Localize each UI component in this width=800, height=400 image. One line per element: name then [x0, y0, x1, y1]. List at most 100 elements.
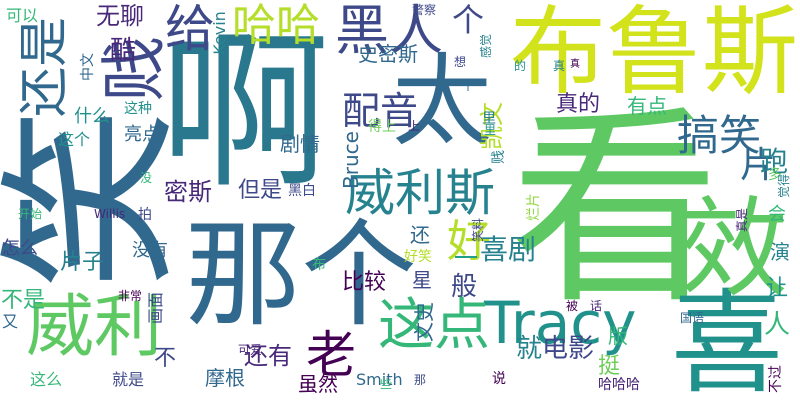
word-zhen-small: 真	[553, 59, 566, 73]
word-mogen: 摩根	[205, 366, 245, 390]
word-hahaha: 哈哈哈	[598, 377, 640, 393]
word-dianying: 电影	[542, 334, 595, 364]
word-tracy: Tracy	[484, 289, 637, 357]
word-guoyu: 国语	[680, 311, 705, 325]
word-gei: 给	[165, 0, 215, 58]
word-you: 又	[2, 312, 19, 331]
word-hui: 会	[768, 204, 786, 225]
word-bulusi: 布鲁斯	[510, 0, 798, 108]
word-mei: 没	[140, 171, 153, 185]
word-nage: 那个	[185, 208, 417, 343]
word-kevin: Kevin	[209, 11, 229, 55]
word-pai: 拍	[138, 207, 152, 223]
word-xie: 些	[380, 377, 393, 391]
word-jingcha: 警察	[412, 3, 437, 17]
word-keyi: 可以	[6, 6, 39, 25]
word-zhedian: 这点	[378, 293, 490, 358]
word-ban-yiban: 般	[451, 272, 478, 302]
word-ge-small: 个	[462, 79, 475, 93]
word-bu-not: 不	[154, 346, 177, 371]
word-de: 的	[514, 59, 527, 73]
word-huamian: 画面	[146, 291, 166, 325]
word-li: 里	[482, 111, 496, 127]
word-hai: 还	[410, 223, 430, 247]
word-bei: 被	[566, 299, 579, 313]
word-wuliao: 无聊	[96, 2, 144, 30]
word-danshi: 但是	[238, 178, 283, 203]
word-zenme: 怎么	[2, 238, 38, 259]
word-ting: 挺	[598, 354, 621, 379]
word-peiyin: 配音	[342, 89, 419, 133]
word-gaoxiao: 搞笑	[677, 111, 762, 160]
word-na: 那	[414, 373, 427, 387]
word-yi: 一	[454, 244, 478, 272]
word-xiao-effect: 效	[680, 187, 789, 312]
word-juqing: 剧情	[280, 132, 320, 156]
word-duo: 多	[768, 167, 782, 183]
word-bruce: Bruce	[338, 131, 363, 189]
word-juede: 觉得	[777, 173, 792, 199]
word-liangdian: 亮点	[124, 124, 160, 145]
word-zhende: 真的	[556, 92, 601, 117]
word-pianzi: 片子	[60, 250, 105, 275]
word-yan: 演	[770, 240, 790, 264]
word-zheme: 这么	[30, 370, 63, 389]
word-haiyou: 还有	[244, 342, 292, 370]
word-haha: 哈哈	[232, 0, 320, 51]
word-wenshi: 文史	[412, 302, 436, 342]
word-kan: 看	[510, 87, 721, 332]
word-jian-small: 贱	[491, 150, 507, 164]
word-rang: 让	[766, 276, 789, 301]
word-zhenshi: 真是	[735, 207, 750, 233]
word-xiaoliao: 笑料	[471, 217, 486, 243]
word-xiju: 喜剧	[480, 233, 537, 266]
word-lanpian: 烂片	[526, 193, 542, 221]
word-feichang: 非常	[118, 289, 143, 303]
word-shenme: 什么	[74, 106, 110, 127]
word-haishi: 还是	[15, 17, 73, 117]
word-shang: 上	[408, 119, 421, 133]
word-bushi: 不是	[1, 288, 46, 313]
word-weili: 威利	[26, 288, 163, 367]
word-xiang: 想	[454, 55, 467, 69]
word-pao: 跑	[760, 145, 789, 178]
word-jiu: 就	[516, 334, 543, 364]
word-heiren: 黑人	[335, 0, 443, 62]
word-hua: 话	[590, 299, 603, 313]
word-ganjue: 感觉	[479, 33, 494, 59]
word-ban: 版	[608, 324, 628, 348]
word-meiyou: 没有	[132, 240, 168, 261]
word-suiran: 虽然	[298, 372, 338, 396]
word-heibai: 黑白	[288, 183, 316, 199]
word-misi: 密斯	[164, 178, 212, 206]
word-li-small: 里	[484, 123, 497, 137]
word-bu: 布	[312, 257, 326, 273]
word-smith: Smith	[356, 370, 403, 389]
word-zhen-tiny: 真	[570, 59, 580, 70]
word-pian: 片	[740, 145, 777, 186]
word-keai: 可爱	[238, 343, 263, 357]
word-jiushi: 就是	[112, 370, 145, 389]
word-weilisi: 威利斯	[345, 164, 495, 222]
word-bijiao: 比较	[342, 270, 387, 295]
word-deshang: 得上	[368, 119, 396, 135]
word-youdian: 有点	[627, 94, 667, 118]
word-shuo: 说	[492, 371, 506, 387]
word-a: 啊	[160, 14, 331, 212]
word-buguo: 不过	[768, 365, 784, 393]
word-lao: 老	[306, 326, 356, 384]
word-willis: Willis	[94, 207, 126, 221]
word-kaishi: 开始	[18, 207, 43, 221]
word-shimisi: 史密斯	[358, 42, 418, 66]
word-zhongwen: 中文	[80, 53, 96, 81]
word-xing: 星	[412, 268, 432, 292]
word-zhege: 这个	[58, 130, 91, 149]
word-haoxiao: 好笑	[404, 249, 432, 265]
word-tai: 太	[392, 43, 492, 160]
word-zhezhong: 这种	[124, 101, 152, 117]
word-ren: 人	[764, 310, 791, 340]
word-ge: 个	[452, 1, 485, 39]
word-hao: 好	[447, 216, 491, 267]
word-ku: 酷	[110, 36, 137, 66]
